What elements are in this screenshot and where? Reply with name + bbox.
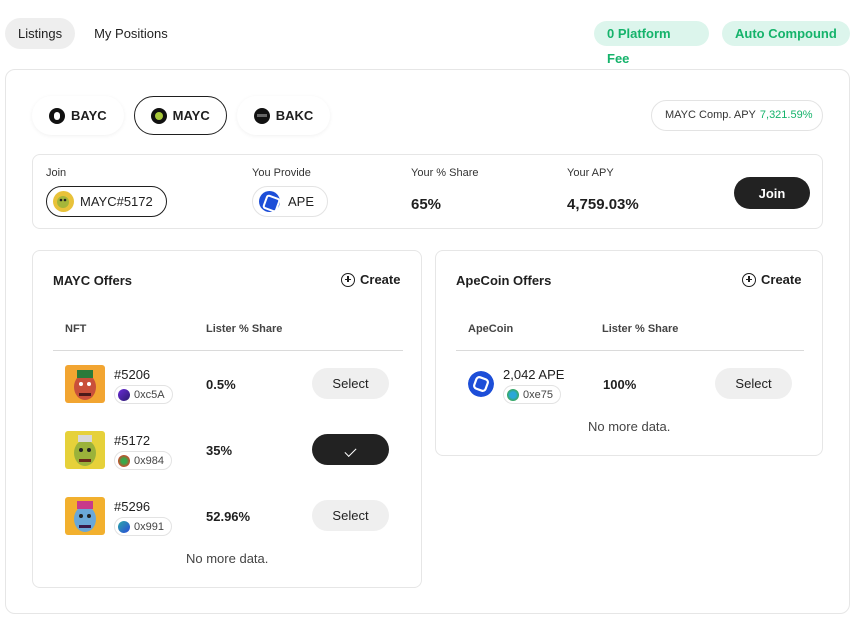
join-column: Join MAYC#5172 xyxy=(46,167,167,217)
top-tabs: Listings My Positions xyxy=(5,18,181,49)
table-row: 2,042 APE 0xe75 100% Select xyxy=(468,365,798,405)
owner-address-pill[interactable]: 0xc5A xyxy=(114,385,173,404)
column-header-apecoin: ApeCoin xyxy=(468,323,514,335)
create-mayc-offer-button[interactable]: Create xyxy=(341,272,400,287)
provide-token-label: APE xyxy=(288,194,315,209)
lister-share: 0.5% xyxy=(206,377,236,392)
provide-column: You Provide APE xyxy=(252,167,329,217)
apy-column: Your APY 4,759.03% xyxy=(567,167,639,213)
selected-nft-pill[interactable]: MAYC#5172 xyxy=(46,186,167,217)
tab-listings[interactable]: Listings xyxy=(5,18,76,49)
selected-check-button[interactable] xyxy=(312,434,389,465)
owner-address: 0xe75 xyxy=(523,388,553,401)
column-header-lister-share: Lister % Share xyxy=(602,323,679,335)
provide-label: You Provide xyxy=(252,167,311,179)
nft-id: #5206 xyxy=(114,367,151,382)
address-avatar xyxy=(118,454,130,467)
join-panel: Join MAYC#5172 You Provide APE Your % Sh… xyxy=(32,154,823,229)
create-label: Create xyxy=(360,272,401,287)
your-apy-value: 4,759.03% xyxy=(567,196,639,213)
your-apy-label: Your APY xyxy=(567,167,614,179)
owner-address: 0xc5A xyxy=(134,388,165,401)
share-value: 65% xyxy=(411,196,442,213)
comp-apy-value: 7,321.59% xyxy=(759,109,813,121)
address-avatar xyxy=(507,388,519,401)
nft-id: #5172 xyxy=(114,433,151,448)
table-divider xyxy=(53,350,403,351)
selected-nft-label: MAYC#5172 xyxy=(80,194,153,209)
column-header-nft: NFT xyxy=(65,323,87,335)
nft-thumbnail xyxy=(53,191,74,212)
create-apecoin-offer-button[interactable]: Create xyxy=(742,272,801,287)
owner-address-pill[interactable]: 0x984 xyxy=(114,451,172,470)
share-column: Your % Share 65% xyxy=(411,167,478,213)
coin-tab-label: MAYC xyxy=(172,108,210,123)
no-more-data: No more data. xyxy=(588,419,671,434)
table-row: #5296 0x991 52.96% Select xyxy=(65,497,395,537)
table-row: #5172 0x984 35% xyxy=(65,431,395,471)
plus-circle-icon xyxy=(341,272,355,287)
mayc-logo-icon xyxy=(150,107,167,124)
lister-share: 52.96% xyxy=(206,509,251,524)
select-button[interactable]: Select xyxy=(312,500,389,531)
nft-id: #5296 xyxy=(114,499,151,514)
apecoin-offers-card: ApeCoin Offers Create ApeCoin Lister % S… xyxy=(435,250,823,456)
owner-address-pill[interactable]: 0x991 xyxy=(114,517,172,536)
ape-amount: 2,042 APE xyxy=(503,367,565,382)
owner-address: 0x991 xyxy=(134,520,164,533)
bakc-logo-icon xyxy=(253,107,270,124)
select-button[interactable]: Select xyxy=(715,368,792,399)
comp-apy-pill: MAYC Comp. APY 7,321.59% xyxy=(651,100,823,131)
lister-share: 100% xyxy=(603,377,637,392)
lister-share: 35% xyxy=(206,443,233,458)
coin-tab-bayc[interactable]: BAYC xyxy=(32,96,124,135)
address-avatar xyxy=(118,520,130,533)
share-label: Your % Share xyxy=(411,167,479,179)
no-more-data: No more data. xyxy=(186,551,269,566)
mayc-offers-title: MAYC Offers xyxy=(53,273,132,288)
nft-image xyxy=(65,431,105,469)
apecoin-offers-title: ApeCoin Offers xyxy=(456,273,552,288)
check-icon xyxy=(344,444,357,458)
coin-tab-bakc[interactable]: BAKC xyxy=(236,96,331,135)
coin-tab-label: BAYC xyxy=(71,108,107,123)
nft-image xyxy=(65,497,105,535)
table-divider xyxy=(456,350,804,351)
comp-apy-label: MAYC Comp. APY xyxy=(665,109,756,121)
owner-address-pill[interactable]: 0xe75 xyxy=(503,385,561,404)
mayc-offers-card: MAYC Offers Create NFT Lister % Share #5… xyxy=(32,250,422,588)
join-label: Join xyxy=(46,167,67,179)
coin-tab-mayc[interactable]: MAYC xyxy=(133,96,227,135)
pool-card: BAYC MAYC BAKC MAYC Comp. APY 7,321.59% J… xyxy=(5,69,850,614)
bayc-logo-icon xyxy=(49,107,65,124)
nft-image xyxy=(65,365,105,403)
join-button[interactable]: Join xyxy=(734,177,810,209)
table-row: #5206 0xc5A 0.5% Select xyxy=(65,365,395,405)
owner-address: 0x984 xyxy=(134,454,164,467)
provide-token-pill: APE xyxy=(252,186,329,217)
platform-fee-badge: 0 Platform Fee xyxy=(594,21,709,66)
tab-my-positions[interactable]: My Positions xyxy=(94,26,168,41)
apecoin-logo-icon xyxy=(259,191,280,212)
address-avatar xyxy=(118,388,130,401)
coin-tab-label: BAKC xyxy=(275,108,314,123)
select-button[interactable]: Select xyxy=(312,368,389,399)
collection-tabs: BAYC MAYC BAKC xyxy=(32,96,331,135)
column-header-lister-share: Lister % Share xyxy=(206,323,283,335)
auto-compound-badge: Auto Compound xyxy=(722,21,850,46)
apecoin-logo-icon xyxy=(468,371,494,397)
create-label: Create xyxy=(761,272,802,287)
plus-circle-icon xyxy=(742,272,756,287)
